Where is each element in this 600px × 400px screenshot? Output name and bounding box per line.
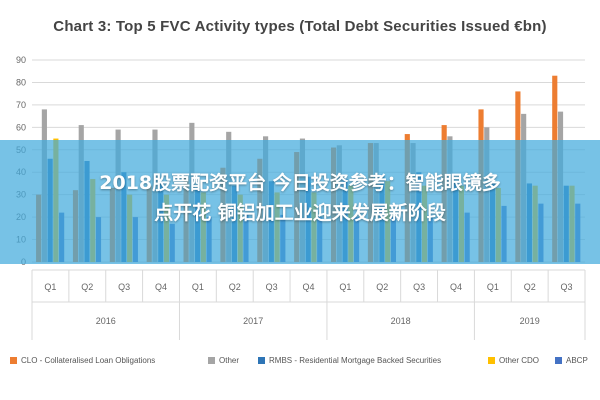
x-tick-label: Q2 xyxy=(376,282,388,292)
chart-title: Chart 3: Top 5 FVC Activity types (Total… xyxy=(53,18,547,35)
x-tick-label: Q1 xyxy=(44,282,56,292)
x-tick-label: Q2 xyxy=(524,282,536,292)
x-tick-label: Q4 xyxy=(155,282,167,292)
legend-swatch xyxy=(258,356,265,364)
x-tick-label: Q4 xyxy=(302,282,314,292)
chart-legend: CLO - Collateralised Loan Obligations Oth… xyxy=(10,353,600,367)
y-tick-label: 90 xyxy=(16,55,26,65)
year-label: 2019 xyxy=(520,316,540,326)
overlay-headline: 2018股票配资平台 今日投资参考：智能眼镜多 点开花 铜铝加工业迎来发展新阶段 xyxy=(0,168,600,228)
legend-swatch xyxy=(208,356,215,364)
x-tick-label: Q3 xyxy=(413,282,425,292)
y-tick-label: 70 xyxy=(16,100,26,110)
legend-label: RMBS - Residential Mortgage Backed Secur… xyxy=(269,355,442,365)
legend-label: Other CDO xyxy=(499,355,540,365)
x-tick-label: Q4 xyxy=(450,282,462,292)
x-tick-label: Q3 xyxy=(266,282,278,292)
year-label: 2018 xyxy=(391,316,411,326)
x-tick-label: Q1 xyxy=(339,282,351,292)
overlay-line-2: 点开花 铜铝加工业迎来发展新阶段 xyxy=(154,202,446,224)
overlay-line-1: 2018股票配资平台 今日投资参考：智能眼镜多 xyxy=(99,172,501,194)
legend-item: Other CDO xyxy=(488,353,539,367)
x-tick-label: Q3 xyxy=(118,282,130,292)
x-tick-label: Q3 xyxy=(561,282,573,292)
x-tick-label: Q2 xyxy=(81,282,93,292)
overlay-banner: 2018股票配资平台 今日投资参考：智能眼镜多 点开花 铜铝加工业迎来发展新阶段 xyxy=(0,140,600,264)
year-label: 2016 xyxy=(96,316,116,326)
y-tick-label: 80 xyxy=(16,77,26,87)
x-axis: Q1 Q2 Q3 Q4 Q1 Q2 Q3 Q4 Q1 Q2 Q3 Q4 Q1 Q2 Q3 2016 2017 20… xyxy=(31,269,586,340)
legend-item: RMBS - Residential Mortgage Backed Secur… xyxy=(258,353,441,367)
legend-label: CLO - Collateralised Loan Obligations xyxy=(21,355,156,365)
x-tick-label: Q1 xyxy=(487,282,499,292)
y-tick-label: 60 xyxy=(16,122,26,132)
legend-label: ABCP xyxy=(566,355,588,365)
legend-item: CLO - Collateralised Loan Obligations xyxy=(10,353,155,367)
legend-item: Other xyxy=(208,353,239,367)
legend-swatch xyxy=(10,356,17,364)
legend-label: Other xyxy=(219,355,240,365)
x-tick-label: Q2 xyxy=(229,282,241,292)
x-tick-label: Q1 xyxy=(192,282,204,292)
legend-swatch xyxy=(555,356,562,364)
legend-item: ABCP xyxy=(555,353,588,367)
year-label: 2017 xyxy=(243,316,263,326)
legend-swatch xyxy=(488,356,495,364)
